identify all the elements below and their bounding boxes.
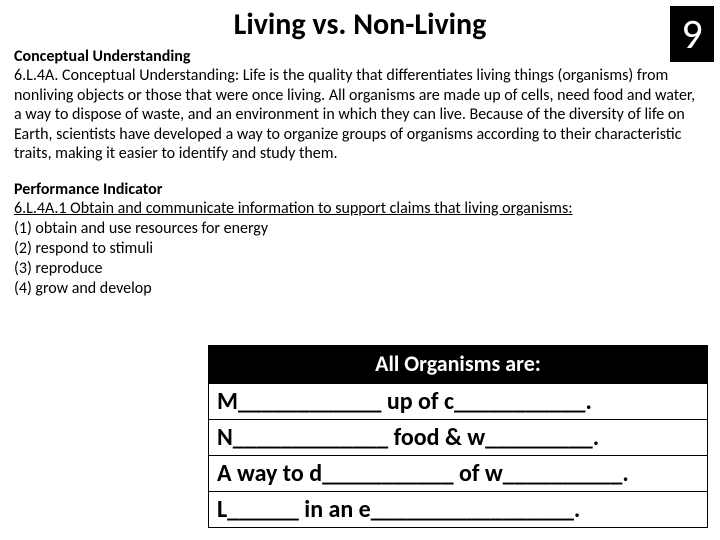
conceptual-section: Conceptual Understanding 6.L.4A. Concept… bbox=[0, 47, 720, 164]
organisms-row: A way to d___________ of w__________. bbox=[208, 456, 708, 492]
organisms-row: N_____________ food & w_________. bbox=[208, 420, 708, 456]
performance-heading: Performance Indicator bbox=[14, 180, 706, 199]
performance-item: (2) respond to stimuli bbox=[14, 239, 706, 259]
performance-item: (3) reproduce bbox=[14, 259, 706, 279]
performance-item: (4) grow and develop bbox=[14, 279, 706, 299]
organisms-row: L______ in an e_________________. bbox=[208, 492, 708, 528]
page-title: Living vs. Non-Living bbox=[0, 0, 720, 47]
conceptual-body: 6.L.4A. Conceptual Understanding: Life i… bbox=[14, 66, 706, 164]
organisms-header: All Organisms are: bbox=[208, 345, 708, 384]
organisms-row: M____________ up of c___________. bbox=[208, 384, 708, 420]
performance-item: (1) obtain and use resources for energy bbox=[14, 219, 706, 239]
performance-intro: 6.L.4A.1 Obtain and communicate informat… bbox=[14, 199, 706, 219]
page-number-badge: 9 bbox=[670, 6, 714, 62]
conceptual-heading: Conceptual Understanding bbox=[14, 47, 706, 66]
performance-section: Performance Indicator 6.L.4A.1 Obtain an… bbox=[0, 180, 720, 299]
organisms-box: All Organisms are: M____________ up of c… bbox=[208, 345, 708, 528]
